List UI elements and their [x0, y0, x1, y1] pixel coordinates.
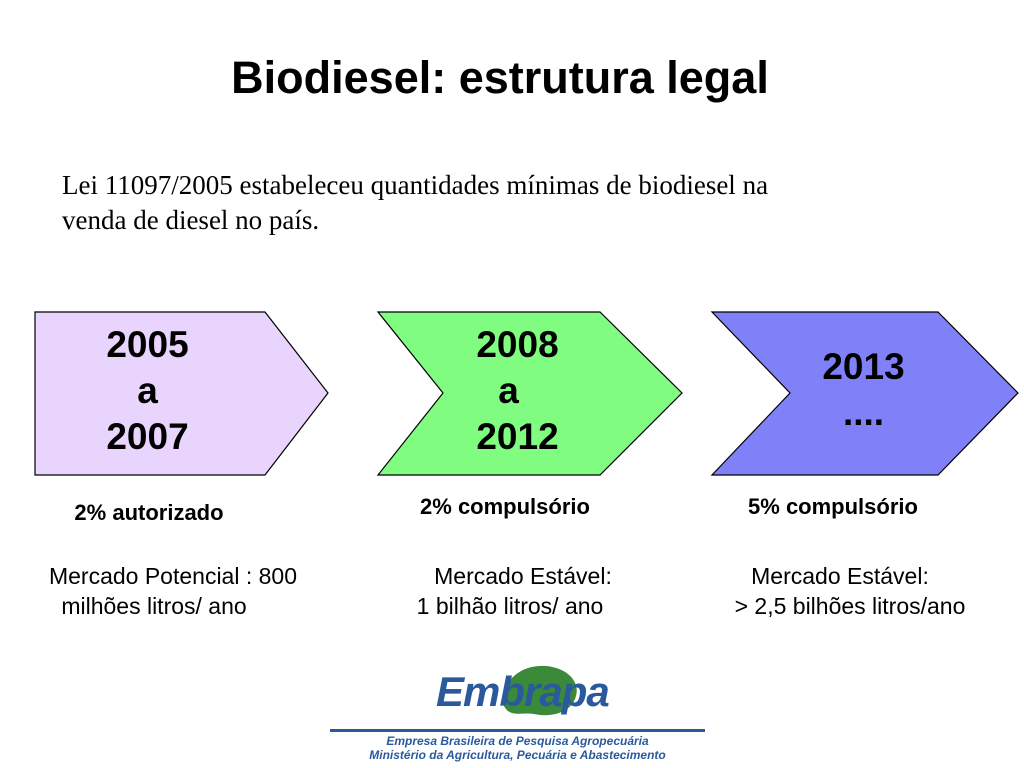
- intro-text: Lei 11097/2005 estabeleceu quantidades m…: [62, 168, 982, 238]
- logo-ministry-name: Ministério da Agricultura, Pecuária e Ab…: [369, 748, 666, 762]
- market-value: 1 bilhão litros/ ano: [416, 593, 604, 619]
- timeline-arrows: [34, 311, 1019, 476]
- market-value: > 2,5 bilhões litros/ano: [734, 593, 966, 619]
- stage-arrow-2013: [710, 311, 1019, 476]
- stage-year-start: 2005: [106, 324, 189, 365]
- stage-label-2013: 2013 ....: [806, 344, 921, 436]
- stage-connector: a: [498, 370, 519, 411]
- stage-year-start: 2008: [476, 324, 559, 365]
- intro-line-1: Lei 11097/2005 estabeleceu quantidades m…: [62, 170, 769, 200]
- stage-year-start: 2013: [822, 346, 905, 387]
- market-2008: Mercado Estável: 1 bilhão litros/ ano: [380, 561, 640, 621]
- stage-ellipsis: ....: [842, 392, 885, 433]
- share-2008: 2% compulsório: [420, 494, 590, 519]
- stage-arrow-2008: [376, 311, 683, 476]
- market-2013: Mercado Estável: > 2,5 bilhões litros/an…: [700, 561, 1000, 621]
- slide-title: Biodiesel: estrutura legal: [231, 52, 769, 103]
- market-label: Mercado Estável:: [751, 563, 929, 589]
- market-label: Mercado Estável:: [434, 563, 612, 589]
- logo-company-name: Empresa Brasileira de Pesquisa Agropecuá…: [386, 734, 649, 748]
- intro-line-2: venda de diesel no país.: [62, 205, 320, 235]
- leaf-icon: [503, 665, 577, 716]
- stage-arrow-2005: [34, 311, 329, 476]
- stage-label-2008: 2008 a 2012: [460, 322, 575, 460]
- stage-label-2005: 2005 a 2007: [90, 322, 205, 460]
- stage-year-end: 2007: [106, 416, 189, 457]
- market-label: Mercado Potencial : 800: [48, 563, 298, 589]
- logo-wordmark: Embrapa: [436, 668, 610, 715]
- share-2013: 5% compulsório: [748, 494, 918, 519]
- share-2005: 2% autorizado: [74, 500, 224, 525]
- stage-year-end: 2012: [476, 416, 559, 457]
- market-value: milhões litros/ ano: [61, 593, 247, 619]
- embrapa-logo: Embrapa Empresa Brasileira de Pesquisa A…: [330, 660, 705, 762]
- stage-connector: a: [137, 370, 158, 411]
- logo-divider: [330, 729, 705, 732]
- market-2005: Mercado Potencial : 800 milhões litros/ …: [10, 561, 336, 621]
